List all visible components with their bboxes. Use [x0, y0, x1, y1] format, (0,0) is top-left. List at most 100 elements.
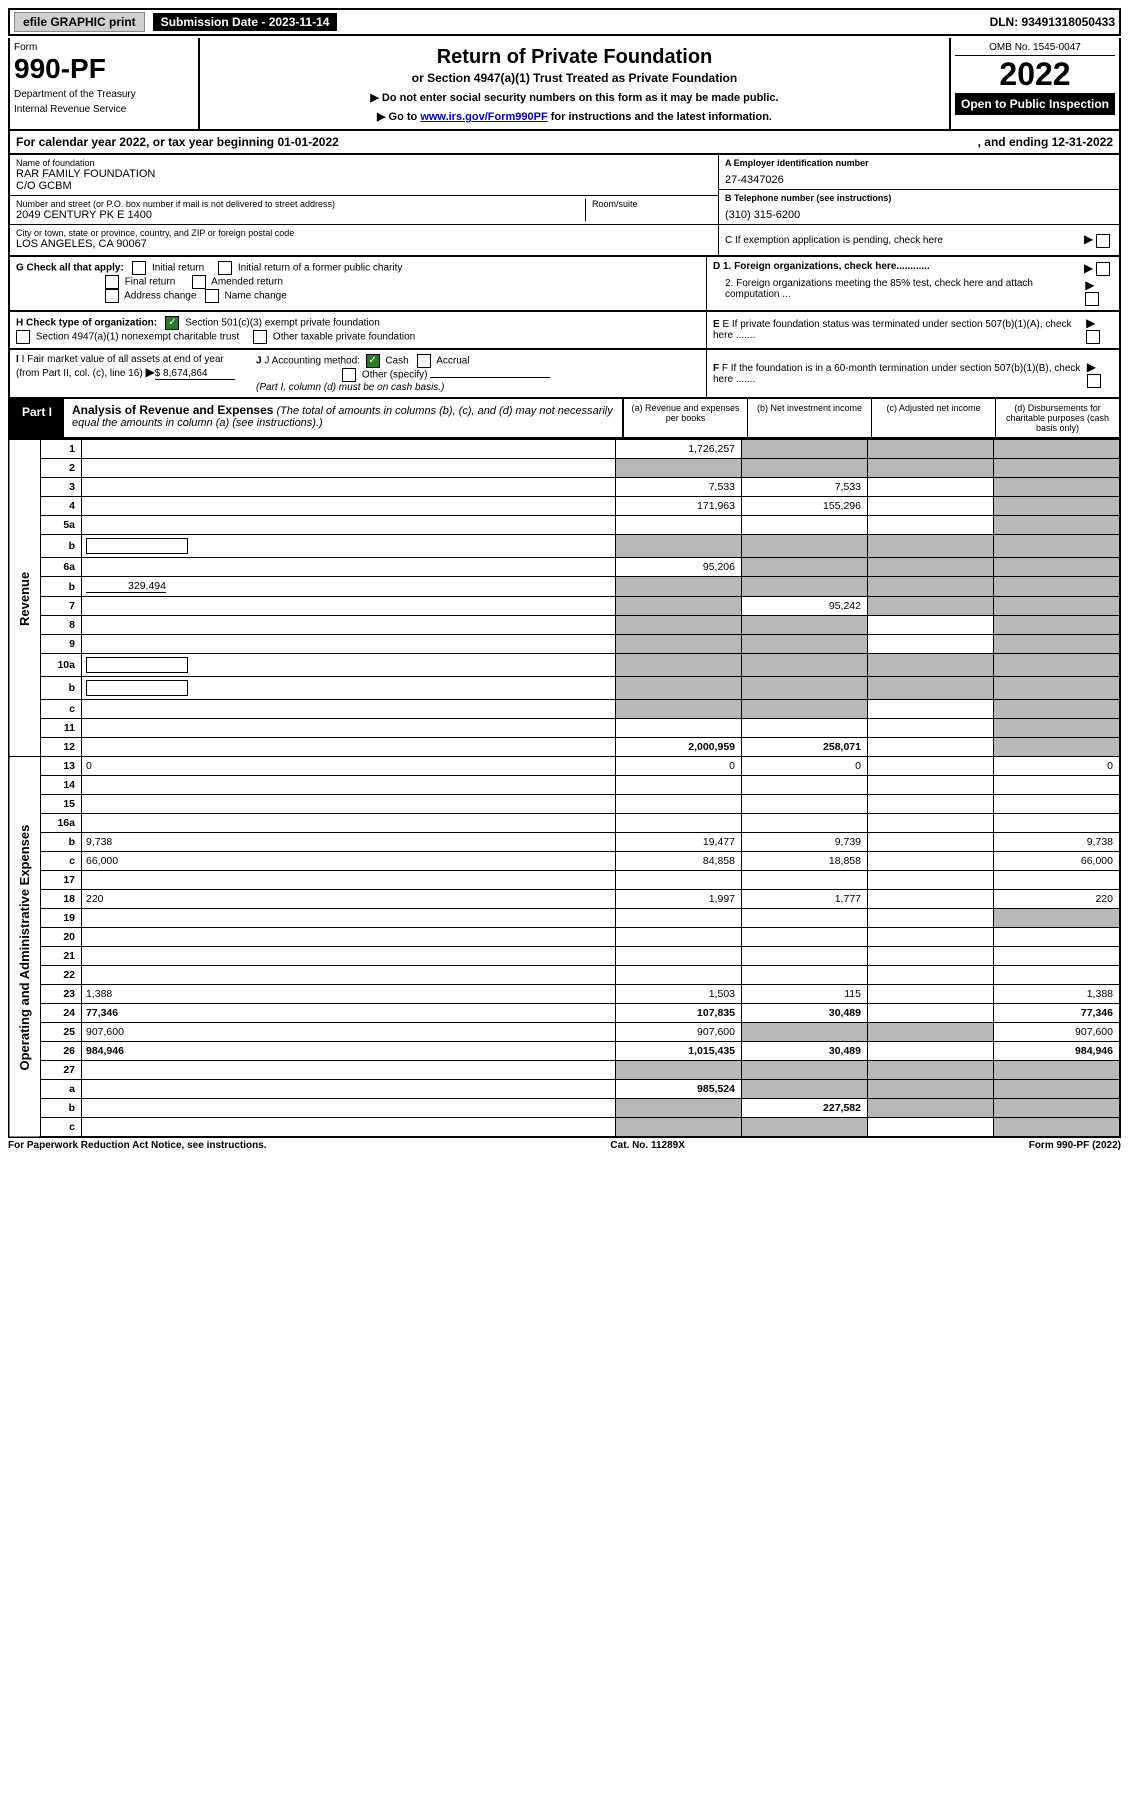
cell-col-a: 1,015,435: [616, 1042, 742, 1061]
cell-col-b: [742, 535, 868, 558]
cell-col-d: [994, 814, 1121, 833]
checkbox-d2[interactable]: [1085, 292, 1099, 306]
cell-col-a: [616, 871, 742, 890]
cell-col-d: [994, 1061, 1121, 1080]
form-subtitle: or Section 4947(a)(1) Trust Treated as P…: [206, 71, 943, 85]
cell-col-a: 171,963: [616, 497, 742, 516]
checkbox-other-method[interactable]: [342, 368, 356, 382]
checkbox-f[interactable]: [1087, 374, 1101, 388]
row-number: 6a: [41, 558, 82, 577]
part1-table: Revenue11,726,257237,5337,5334171,963155…: [8, 439, 1121, 1138]
cell-col-d: [994, 700, 1121, 719]
row-description: [82, 1099, 616, 1118]
cell-col-c: [868, 757, 994, 776]
cell-col-c: [868, 597, 994, 616]
phone-value: (310) 315-6200: [725, 209, 1113, 221]
cell-col-d: 907,600: [994, 1023, 1121, 1042]
cell-col-c: [868, 776, 994, 795]
checkbox-cash[interactable]: [366, 354, 380, 368]
row-number: b: [41, 535, 82, 558]
cell-col-c: [868, 833, 994, 852]
cell-col-c: [868, 738, 994, 757]
cell-col-a: [616, 597, 742, 616]
row-number: 19: [41, 909, 82, 928]
cell-col-a: [616, 909, 742, 928]
form-label: Form: [14, 42, 194, 53]
cell-col-d: [994, 440, 1121, 459]
street-address: 2049 CENTURY PK E 1400: [16, 209, 585, 221]
row-number: 12: [41, 738, 82, 757]
cell-col-b: [742, 577, 868, 597]
cell-col-a: [616, 635, 742, 654]
checkbox-name-change[interactable]: [205, 289, 219, 303]
cell-col-c: [868, 909, 994, 928]
row-number: 24: [41, 1004, 82, 1023]
cell-col-b: [742, 558, 868, 577]
row-number: b: [41, 1099, 82, 1118]
cell-col-b: 115: [742, 985, 868, 1004]
cell-col-c: [868, 890, 994, 909]
checkbox-amended[interactable]: [192, 275, 206, 289]
checkbox-d1[interactable]: [1096, 262, 1110, 276]
checkbox-4947a1[interactable]: [16, 330, 30, 344]
footer-left: For Paperwork Reduction Act Notice, see …: [8, 1140, 267, 1151]
row-description: [82, 497, 616, 516]
row-description: [82, 966, 616, 985]
row-description: 9,738: [82, 833, 616, 852]
cell-col-d: [994, 1118, 1121, 1138]
form-id-block: Form 990-PF Department of the Treasury I…: [10, 38, 200, 129]
cell-col-d: 220: [994, 890, 1121, 909]
row-number: 25: [41, 1023, 82, 1042]
cell-col-a: [616, 516, 742, 535]
efile-print-button[interactable]: efile GRAPHIC print: [14, 12, 145, 32]
cell-col-d: 1,388: [994, 985, 1121, 1004]
checkbox-initial-former[interactable]: [218, 261, 232, 275]
cell-col-a: 907,600: [616, 1023, 742, 1042]
cell-col-b: 18,858: [742, 852, 868, 871]
cell-col-d: [994, 719, 1121, 738]
checkbox-address-change[interactable]: [105, 289, 119, 303]
fmv-value: $ 8,674,864: [155, 368, 235, 380]
checkbox-e[interactable]: [1086, 330, 1100, 344]
checkbox-final-return[interactable]: [105, 275, 119, 289]
cell-col-d: [994, 459, 1121, 478]
checkbox-accrual[interactable]: [417, 354, 431, 368]
row-description: 907,600: [82, 1023, 616, 1042]
cell-col-d: [994, 966, 1121, 985]
cell-col-a: 1,997: [616, 890, 742, 909]
checkbox-other-taxable[interactable]: [253, 330, 267, 344]
row-description: [82, 459, 616, 478]
checkbox-c[interactable]: [1096, 234, 1110, 248]
row-number: 20: [41, 928, 82, 947]
cell-col-a: 1,503: [616, 985, 742, 1004]
cell-col-b: [742, 1061, 868, 1080]
cell-col-c: [868, 478, 994, 497]
cell-col-c: [868, 852, 994, 871]
part1-title-block: Analysis of Revenue and Expenses (The to…: [64, 399, 622, 437]
cell-col-a: [616, 1118, 742, 1138]
cell-col-d: [994, 654, 1121, 677]
row-description: [82, 440, 616, 459]
form-title-block: Return of Private Foundation or Section …: [200, 38, 949, 129]
cell-col-b: [742, 677, 868, 700]
row-number: 3: [41, 478, 82, 497]
cell-col-b: [742, 616, 868, 635]
cell-col-a: [616, 459, 742, 478]
cell-col-c: [868, 719, 994, 738]
calendar-end: , and ending 12-31-2022: [978, 135, 1113, 149]
row-description: [82, 700, 616, 719]
cell-col-c: [868, 440, 994, 459]
foundation-co: C/O GCBM: [16, 180, 712, 192]
irs-link[interactable]: www.irs.gov/Form990PF: [420, 111, 547, 123]
col-header-a: (a) Revenue and expenses per books: [623, 399, 747, 437]
cell-col-b: [742, 1080, 868, 1099]
row-number: a: [41, 1080, 82, 1099]
row-description: 1,388: [82, 985, 616, 1004]
cell-col-b: [742, 928, 868, 947]
row-description: [82, 719, 616, 738]
cell-col-b: 7,533: [742, 478, 868, 497]
cell-col-b: 95,242: [742, 597, 868, 616]
checkbox-501c3[interactable]: [165, 316, 179, 330]
cell-col-c: [868, 985, 994, 1004]
checkbox-initial-return[interactable]: [132, 261, 146, 275]
